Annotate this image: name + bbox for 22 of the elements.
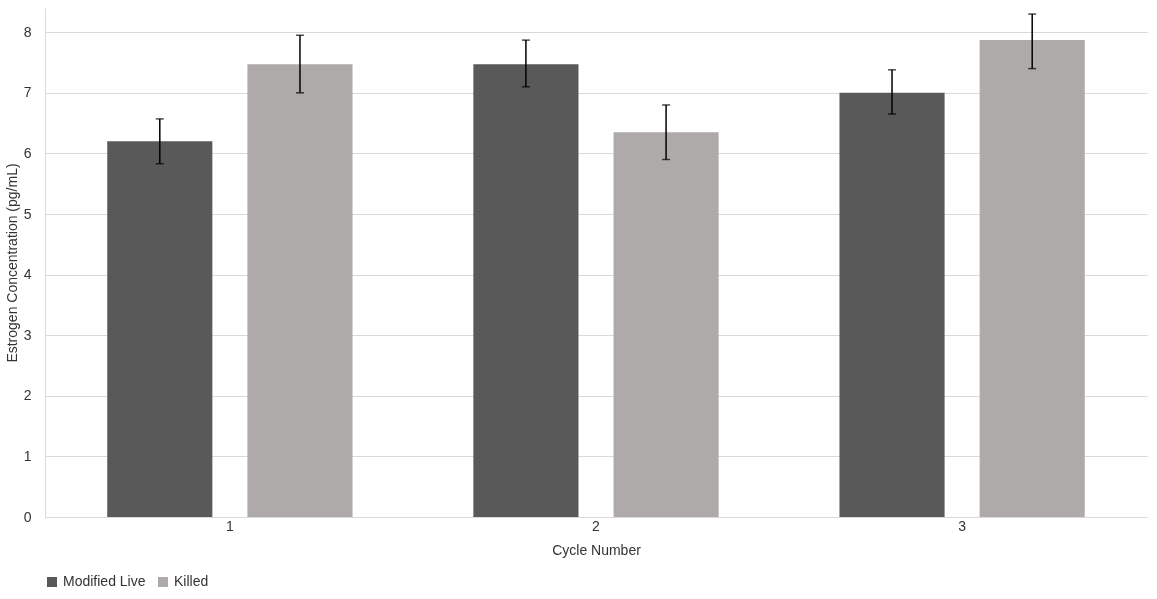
y-tick-label: 8 xyxy=(23,23,32,40)
y-tick-label: 6 xyxy=(23,144,32,161)
bar xyxy=(247,64,353,517)
bar xyxy=(979,40,1085,517)
x-axis-title: Cycle Number xyxy=(552,541,642,558)
legend-label: Killed xyxy=(174,573,209,589)
x-tick-label: 1 xyxy=(225,517,234,534)
y-tick-label: 3 xyxy=(23,326,32,343)
y-tick-label: 2 xyxy=(23,387,32,404)
y-tick-label: 7 xyxy=(23,84,32,101)
y-tick-label: 0 xyxy=(23,508,32,525)
x-tick-label: 3 xyxy=(958,517,967,534)
y-tick-label: 4 xyxy=(23,266,32,283)
bar xyxy=(107,141,213,517)
y-axis-title: Estrogen Concentration (pg/mL) xyxy=(3,163,20,363)
bar xyxy=(613,132,719,517)
y-tick-label: 1 xyxy=(23,447,32,464)
y-tick-label: 5 xyxy=(23,205,32,222)
legend-label: Modified Live xyxy=(63,573,146,589)
bar xyxy=(839,92,945,517)
bar xyxy=(473,64,579,517)
x-tick-label: 2 xyxy=(592,517,601,534)
